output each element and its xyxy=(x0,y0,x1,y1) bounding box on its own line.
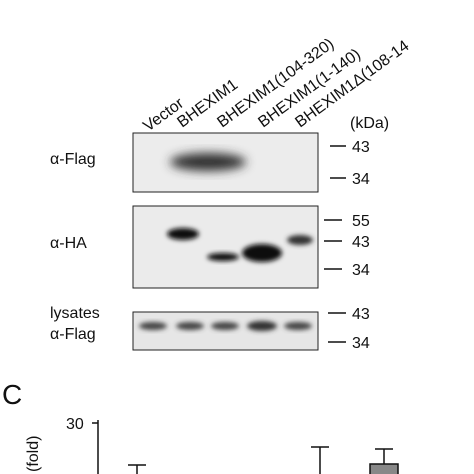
band xyxy=(211,322,239,330)
band xyxy=(287,235,313,245)
panel-letter: C xyxy=(2,379,22,410)
blot xyxy=(132,311,319,351)
band xyxy=(207,253,239,261)
marker-label: 43 xyxy=(352,139,370,156)
band xyxy=(242,244,282,262)
band xyxy=(247,321,277,331)
marker-label: 43 xyxy=(352,306,370,323)
panel-label: α-Flag xyxy=(50,326,96,343)
axis-tick-label: 30 xyxy=(66,416,84,433)
band xyxy=(176,322,204,330)
panel-label: α-Flag xyxy=(50,151,96,168)
marker-label: 34 xyxy=(352,171,370,188)
band xyxy=(139,322,167,330)
marker-label: 34 xyxy=(352,335,370,352)
band xyxy=(284,322,312,330)
axis-label: (fold) xyxy=(25,436,42,472)
kda-label: (kDa) xyxy=(350,115,389,132)
bar xyxy=(369,463,399,474)
error-bars xyxy=(128,446,393,474)
panel-label: α-HA xyxy=(50,235,87,252)
band xyxy=(167,228,199,240)
blot xyxy=(132,205,319,289)
marker-label: 55 xyxy=(352,213,370,230)
marker-label: 34 xyxy=(352,262,370,279)
band xyxy=(170,153,246,171)
marker-label: 43 xyxy=(352,234,370,251)
panel-label: lysates xyxy=(50,305,100,322)
